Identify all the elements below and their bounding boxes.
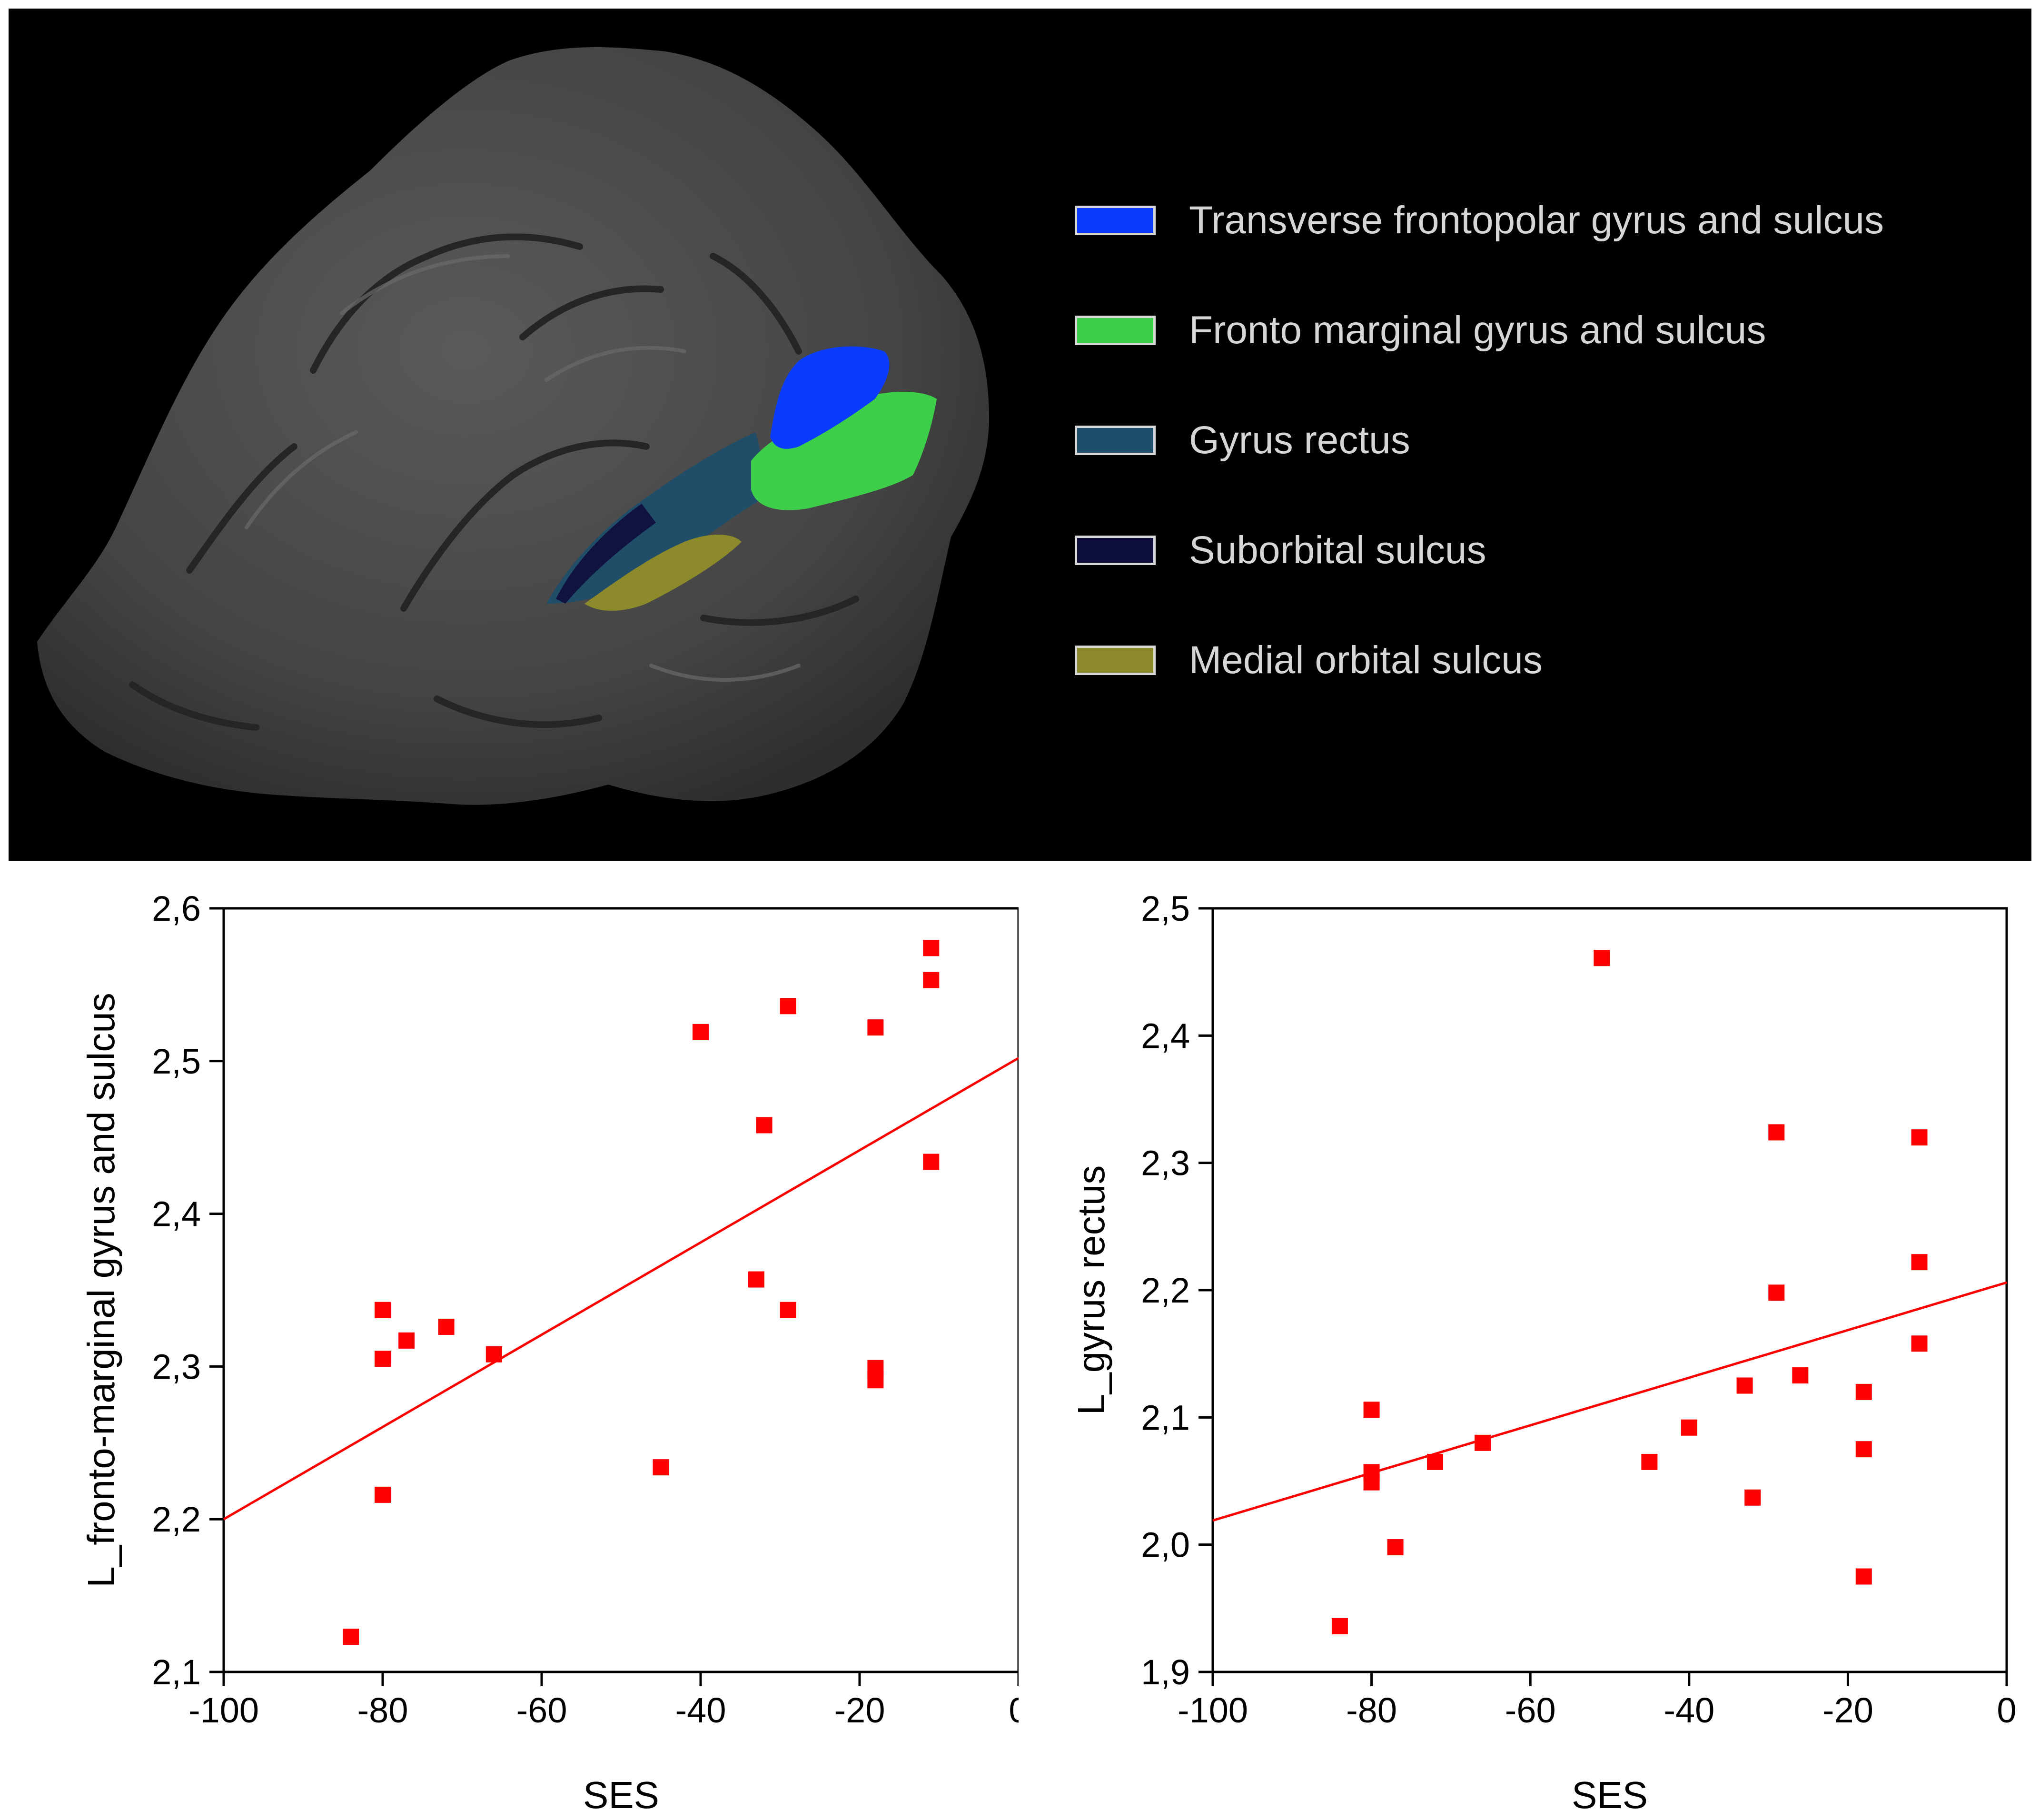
x-tick-label: -80 <box>357 1691 408 1730</box>
legend-label: Fronto marginal gyrus and sulcus <box>1189 308 1766 352</box>
data-point <box>1911 1335 1928 1352</box>
legend-label: Medial orbital sulcus <box>1189 638 1543 682</box>
data-point <box>1387 1539 1404 1556</box>
legend-swatch <box>1075 316 1156 345</box>
data-point <box>923 1154 940 1170</box>
plot-frame <box>1211 907 2008 1673</box>
plot-frame <box>222 907 1020 1673</box>
data-point <box>1594 950 1610 966</box>
y-tick-label: 2,5 <box>152 1042 201 1081</box>
legend-item-medial-orbital-sulcus: Medial orbital sulcus <box>1075 632 1884 689</box>
x-tick-label: 0 <box>1009 1691 1019 1730</box>
brain-surface-panel: Transverse frontopolar gyrus and sulcus … <box>9 9 2031 861</box>
y-tick-label: 2,6 <box>152 889 201 928</box>
data-point <box>923 940 940 956</box>
legend-label: Gyrus rectus <box>1189 418 1410 462</box>
legend-item-transverse-frontopolar: Transverse frontopolar gyrus and sulcus <box>1075 192 1884 249</box>
y-tick-label: 2,5 <box>1141 889 1190 928</box>
data-point <box>748 1271 764 1288</box>
data-point <box>1768 1124 1785 1141</box>
data-point <box>923 972 940 988</box>
data-point <box>1911 1254 1928 1271</box>
y-tick-label: 2,3 <box>1141 1144 1190 1183</box>
y-tick-label: 1,9 <box>1141 1652 1190 1692</box>
data-point <box>653 1459 669 1476</box>
y-tick-label: 2,1 <box>1141 1398 1190 1437</box>
data-point <box>1792 1367 1809 1384</box>
chart-right-svg: 1,9 2,0 2,1 2,2 2,3 2,4 2,5 -100 -80 -60 -40 -20 0 SE… <box>1070 889 2017 1816</box>
x-tick-label: -40 <box>675 1691 726 1730</box>
x-tick-label: 0 <box>1997 1691 2016 1730</box>
data-point <box>867 1019 884 1036</box>
data-point <box>780 1302 796 1318</box>
fit-line <box>223 1057 1020 1521</box>
y-tick-label: 2,4 <box>1141 1016 1190 1055</box>
x-axis-label: SES <box>1572 1774 1648 1816</box>
x-tick-label: -60 <box>516 1691 567 1730</box>
legend: Transverse frontopolar gyrus and sulcus … <box>1075 192 1884 742</box>
data-point <box>756 1117 772 1134</box>
data-point <box>780 998 796 1014</box>
legend-swatch <box>1075 206 1156 235</box>
data-point <box>1363 1402 1380 1418</box>
y-tick-label: 2,2 <box>1141 1271 1190 1310</box>
x-tick-label: -20 <box>1822 1691 1873 1730</box>
data-point <box>375 1351 391 1367</box>
y-tick-label: 2,2 <box>152 1500 201 1539</box>
x-tick-label: -20 <box>834 1691 885 1730</box>
data-point <box>1427 1453 1444 1470</box>
data-point <box>867 1372 884 1389</box>
data-point <box>375 1486 391 1503</box>
region-suborbital-sulcus <box>556 504 656 604</box>
data-point <box>1641 1453 1658 1470</box>
legend-item-suborbital-sulcus: Suborbital sulcus <box>1075 522 1884 579</box>
y-tick-label: 2,1 <box>152 1652 201 1692</box>
y-tick-label: 2,3 <box>152 1347 201 1386</box>
data-point <box>1744 1489 1761 1506</box>
region-transverse-frontopolar <box>770 346 890 449</box>
data-point <box>1911 1129 1928 1146</box>
data-point <box>1681 1419 1697 1436</box>
fit-line <box>1212 1281 2007 1522</box>
x-axis-label: SES <box>583 1774 659 1816</box>
region-medial-orbital-sulcus <box>584 535 742 611</box>
data-point <box>1768 1284 1785 1301</box>
data-point <box>1363 1474 1380 1491</box>
legend-item-fronto-marginal: Fronto marginal gyrus and sulcus <box>1075 302 1884 359</box>
scatter-chart-fronto-marginal: 2,1 2,2 2,3 2,4 2,5 2,6 -100 -80 -60 -40 -20 0 SES L_… <box>0 861 1029 1820</box>
data-point <box>398 1332 415 1349</box>
legend-label: Transverse frontopolar gyrus and sulcus <box>1189 199 1884 242</box>
data-point <box>375 1302 391 1318</box>
brain-hemisphere <box>37 47 989 805</box>
data-point <box>693 1024 709 1040</box>
data-point <box>1736 1377 1753 1394</box>
legend-swatch <box>1075 536 1156 565</box>
y-tick-label: 2,0 <box>1141 1525 1190 1565</box>
x-tick-label: -60 <box>1505 1691 1556 1730</box>
data-point <box>438 1318 455 1335</box>
data-point <box>1855 1383 1872 1400</box>
y-axis-label: L_gyrus rectus <box>1070 1165 1112 1415</box>
data-point <box>1331 1618 1348 1634</box>
legend-swatch <box>1075 426 1156 455</box>
x-tick-label: -100 <box>188 1691 259 1730</box>
x-tick-label: -80 <box>1346 1691 1397 1730</box>
legend-item-gyrus-rectus: Gyrus rectus <box>1075 412 1884 469</box>
y-tick-label: 2,4 <box>152 1194 201 1234</box>
region-fronto-marginal <box>751 392 937 510</box>
y-axis-label: L_fronto-marginal gyrus and sulcus <box>80 993 122 1588</box>
legend-label: Suborbital sulcus <box>1189 528 1486 572</box>
data-point <box>1475 1434 1491 1451</box>
legend-swatch <box>1075 646 1156 675</box>
x-tick-label: -100 <box>1178 1691 1248 1730</box>
x-tick-label: -40 <box>1664 1691 1714 1730</box>
data-point <box>485 1346 502 1363</box>
data-point <box>1855 1441 1872 1458</box>
brain-surface-render <box>37 47 989 805</box>
data-point <box>343 1629 359 1645</box>
chart-left-svg: 2,1 2,2 2,3 2,4 2,5 2,6 -100 -80 -60 -40 -20 0 SES L_… <box>80 889 1029 1816</box>
data-point <box>1855 1568 1872 1585</box>
scatter-chart-gyrus-rectus: 1,9 2,0 2,1 2,2 2,3 2,4 2,5 -100 -80 -60 -40 -20 0 SE… <box>1019 861 2037 1820</box>
